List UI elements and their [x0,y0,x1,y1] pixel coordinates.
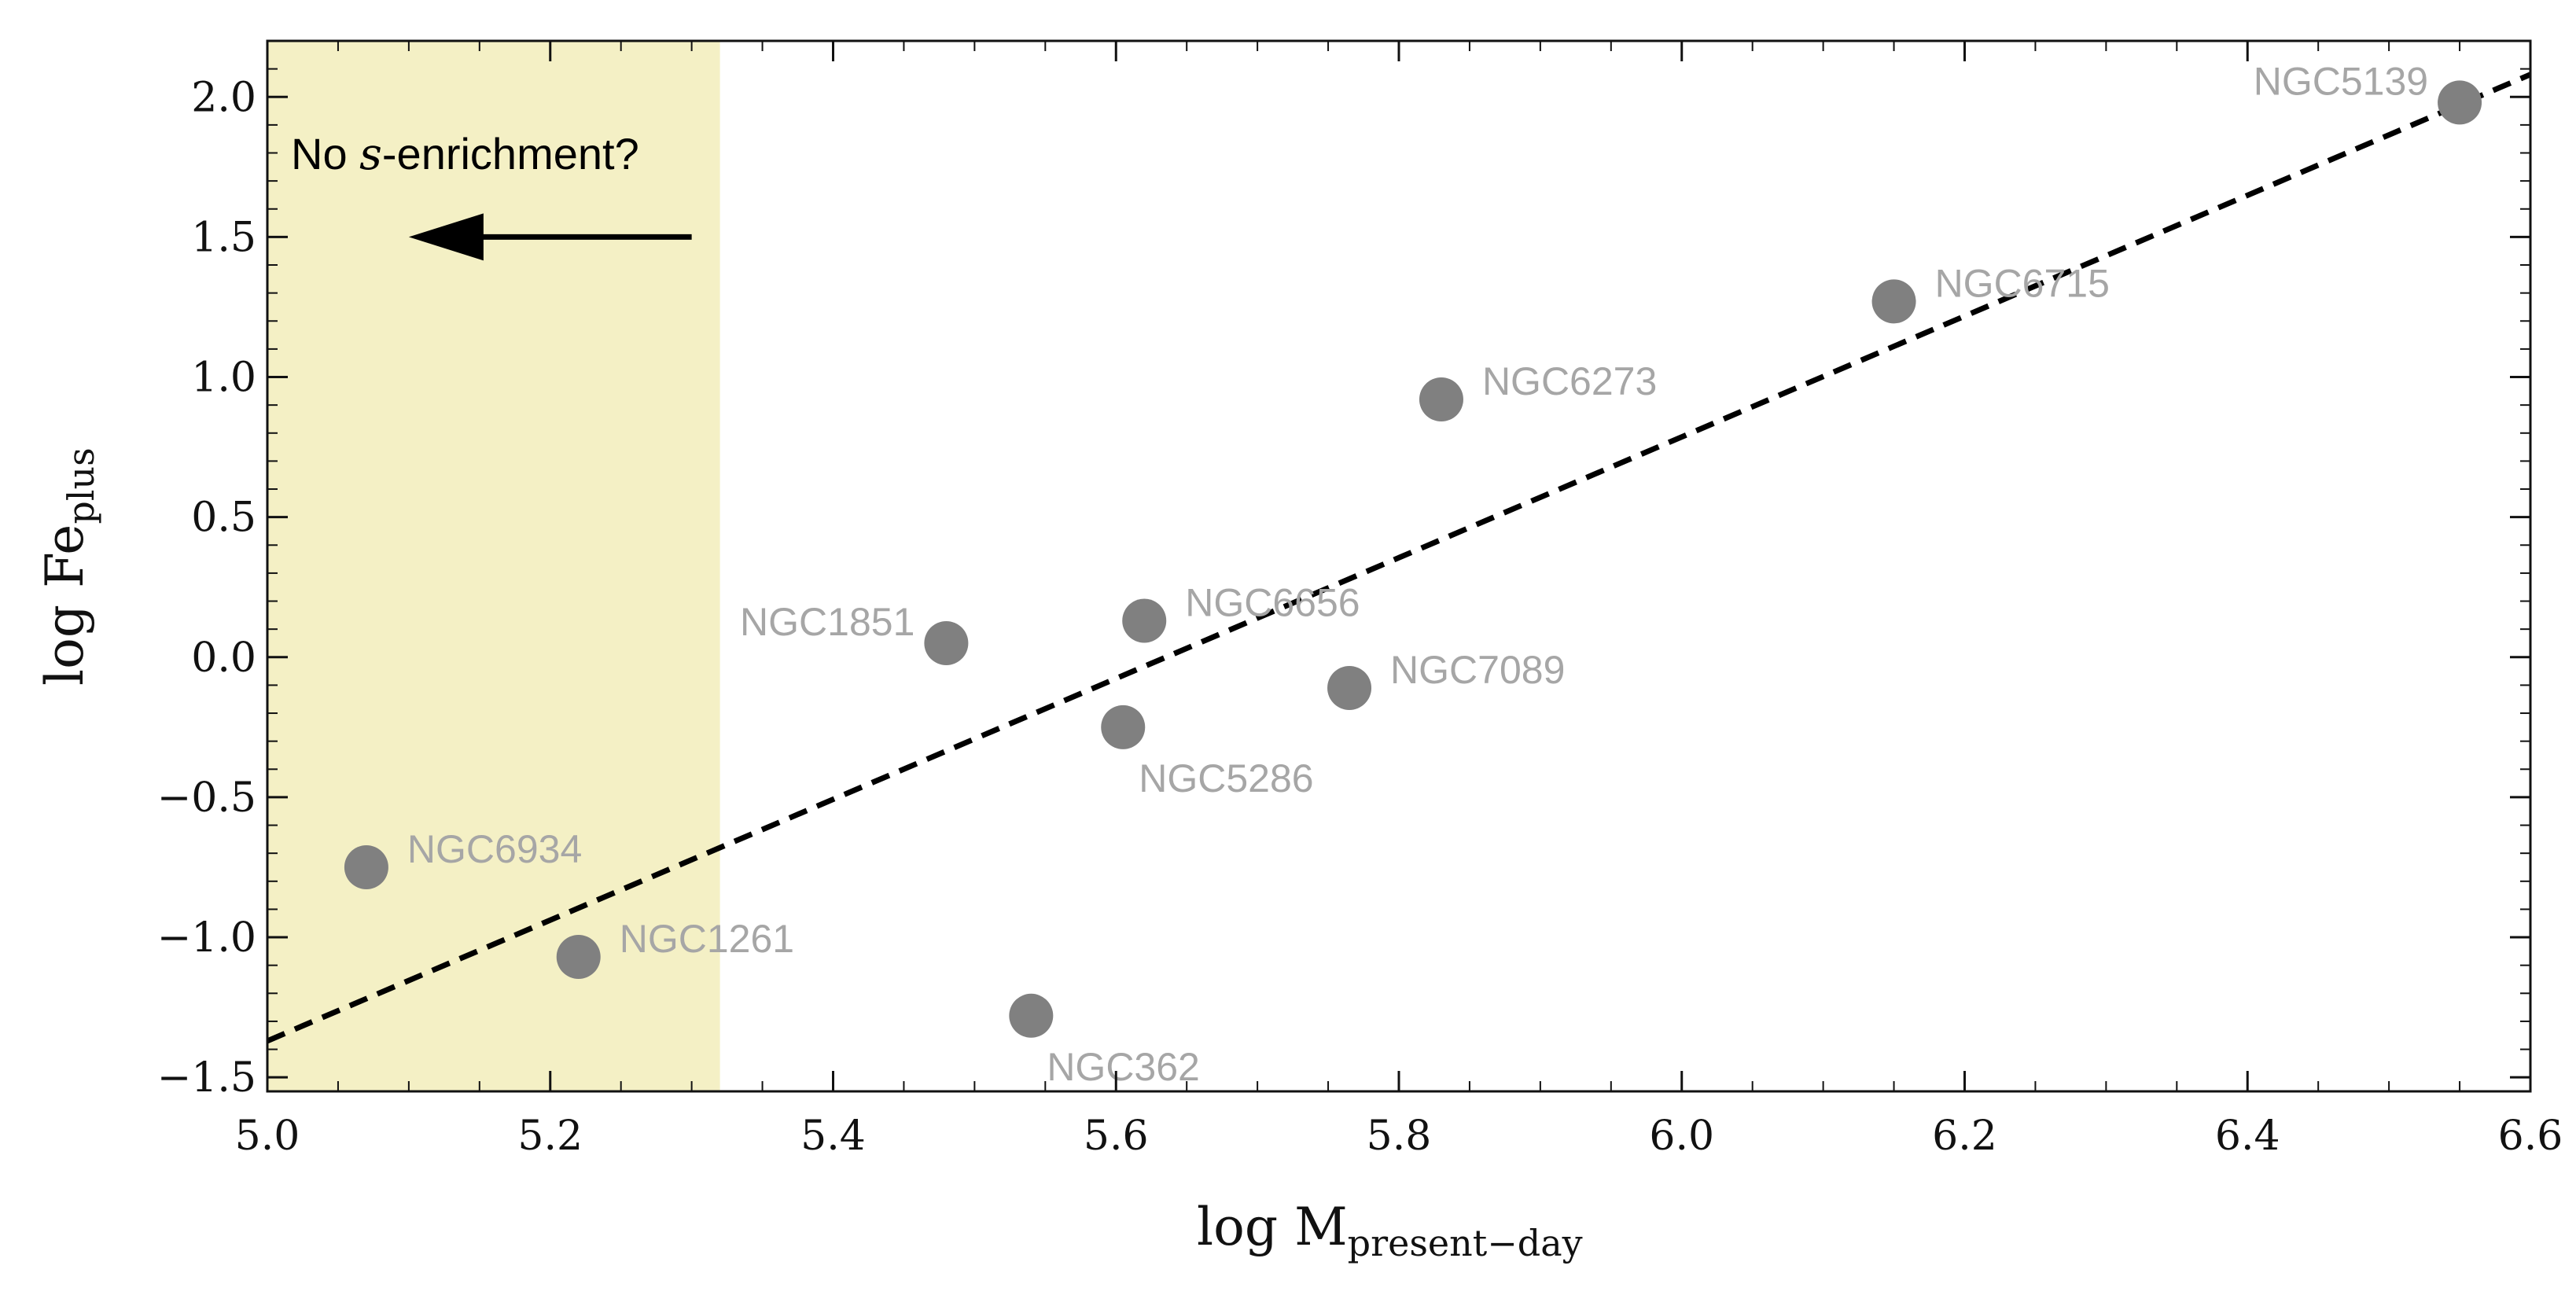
y-tick-label: 2.0 [191,74,256,121]
point-label-ngc7089: NGC7089 [1390,648,1565,692]
y-tick-label: −1.0 [157,914,256,962]
point-label-ngc1851: NGC1851 [740,600,914,644]
x-tick-label: 5.6 [1084,1113,1149,1160]
point-ngc5286 [1101,705,1146,749]
y-tick-label: −0.5 [157,774,256,822]
point-ngc5139 [2438,80,2482,125]
x-tick-label: 5.4 [800,1113,866,1160]
x-tick-label: 6.0 [1649,1113,1714,1160]
annotation-arrow-head [408,213,484,261]
point-ngc362 [1009,993,1054,1038]
x-tick-label: 5.2 [517,1113,583,1160]
x-tick-label: 5.0 [235,1113,300,1160]
point-ngc6273 [1419,377,1463,422]
y-tick-label: −1.5 [157,1054,256,1102]
x-tick-label: 6.4 [2215,1113,2280,1160]
x-axis-label: log Mpresent−day [1197,1197,1583,1264]
x-tick-label: 6.6 [2498,1113,2563,1160]
annotation-no-s-enrichment: No s-enrichment? [291,129,639,180]
y-tick-label: 0.5 [191,495,256,542]
point-label-ngc6656: NGC6656 [1185,580,1360,624]
point-label-ngc6273: NGC6273 [1482,359,1657,403]
shaded-region [267,41,720,1091]
point-ngc1261 [556,934,601,979]
point-ngc6934 [344,844,388,889]
point-label-ngc5139: NGC5139 [2254,59,2428,103]
x-tick-label: 5.8 [1367,1113,1432,1160]
y-axis-label: log Feplus [35,447,102,686]
point-ngc1851 [924,620,969,665]
y-tick-label: 1.0 [191,355,256,402]
point-ngc7089 [1327,665,1372,710]
point-label-ngc5286: NGC5286 [1139,756,1313,800]
point-label-ngc6934: NGC6934 [407,827,582,871]
y-tick-label: 1.5 [191,214,256,261]
point-ngc6715 [1871,279,1916,324]
point-label-ngc362: NGC362 [1047,1045,1200,1089]
point-label-ngc6715: NGC6715 [1935,261,2110,305]
fit-line [267,72,2530,1044]
y-tick-label: 0.0 [191,635,256,682]
point-ngc6656 [1122,598,1167,643]
x-tick-label: 6.2 [1932,1113,1997,1160]
point-label-ngc1261: NGC1261 [620,917,794,961]
